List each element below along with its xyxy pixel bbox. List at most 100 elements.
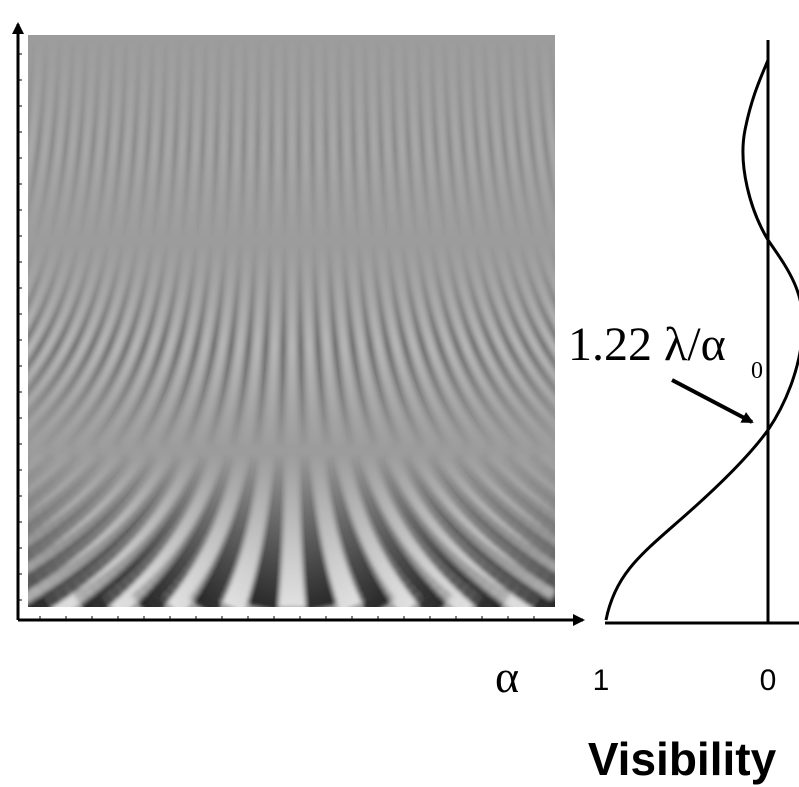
dark-fringe bbox=[547, 157, 548, 163]
dark-fringe bbox=[389, 253, 390, 259]
dark-fringe bbox=[252, 463, 253, 469]
dark-fringe bbox=[184, 211, 185, 217]
light-fringe bbox=[517, 307, 519, 313]
dark-fringe bbox=[398, 313, 399, 319]
light-fringe bbox=[366, 373, 367, 379]
light-fringe bbox=[340, 307, 341, 313]
dark-fringe bbox=[237, 421, 238, 427]
light-fringe bbox=[561, 385, 566, 391]
light-fringe bbox=[8, 199, 9, 205]
light-fringe bbox=[197, 373, 199, 379]
dark-fringe bbox=[573, 535, 583, 541]
light-fringe bbox=[28, 163, 29, 169]
dark-fringe bbox=[22, 391, 27, 397]
light-fringe bbox=[323, 499, 324, 505]
dark-fringe bbox=[83, 277, 85, 283]
dark-fringe bbox=[555, 109, 556, 115]
dark-fringe bbox=[441, 349, 443, 355]
dark-fringe bbox=[209, 589, 212, 595]
light-fringe bbox=[192, 391, 194, 397]
light-fringe bbox=[563, 211, 564, 217]
light-fringe bbox=[330, 385, 331, 391]
light-fringe bbox=[150, 349, 152, 355]
dark-fringe bbox=[510, 379, 514, 385]
dark-fringe bbox=[413, 211, 414, 217]
dark-fringe bbox=[24, 145, 25, 151]
dark-fringe bbox=[564, 175, 565, 181]
light-fringe bbox=[462, 199, 463, 205]
dark-fringe bbox=[428, 541, 433, 547]
light-fringe bbox=[421, 307, 422, 313]
dark-fringe bbox=[169, 217, 170, 223]
light-fringe bbox=[419, 199, 420, 205]
dark-fringe bbox=[53, 133, 54, 139]
light-fringe bbox=[102, 337, 104, 343]
light-fringe bbox=[81, 259, 83, 265]
light-fringe bbox=[3, 379, 8, 385]
dark-fringe bbox=[444, 559, 450, 565]
light-fringe bbox=[500, 253, 501, 259]
light-fringe bbox=[449, 391, 452, 397]
dark-fringe bbox=[22, 601, 33, 607]
light-fringe bbox=[79, 265, 81, 271]
dark-fringe bbox=[565, 247, 567, 253]
light-fringe bbox=[228, 301, 229, 307]
dark-fringe bbox=[35, 349, 39, 355]
dark-fringe bbox=[315, 571, 316, 577]
dark-fringe bbox=[418, 247, 419, 253]
dark-fringe bbox=[381, 313, 382, 319]
dark-fringe bbox=[181, 331, 182, 337]
light-fringe bbox=[140, 415, 143, 421]
dark-fringe bbox=[166, 523, 170, 529]
dark-fringe bbox=[177, 349, 179, 355]
dark-fringe bbox=[434, 379, 436, 385]
dark-fringe bbox=[496, 355, 499, 361]
dark-fringe bbox=[522, 175, 523, 181]
light-fringe bbox=[415, 349, 417, 355]
light-fringe bbox=[244, 439, 245, 445]
dark-fringe bbox=[37, 229, 38, 235]
dark-fringe bbox=[128, 283, 129, 289]
dark-fringe bbox=[308, 511, 309, 517]
dark-fringe bbox=[486, 217, 487, 223]
dark-fringe bbox=[442, 397, 445, 403]
light-fringe bbox=[212, 301, 213, 307]
dark-fringe bbox=[348, 307, 349, 313]
light-fringe bbox=[487, 313, 489, 319]
dark-fringe bbox=[95, 229, 96, 235]
light-fringe bbox=[370, 391, 371, 397]
dark-fringe bbox=[441, 205, 442, 211]
light-fringe bbox=[450, 349, 452, 355]
light-fringe bbox=[361, 343, 362, 349]
light-fringe bbox=[541, 163, 542, 169]
light-fringe bbox=[500, 169, 501, 175]
dark-fringe bbox=[414, 217, 415, 223]
light-fringe bbox=[197, 439, 199, 445]
light-fringe bbox=[0, 469, 2, 475]
dark-fringe bbox=[314, 559, 315, 565]
dark-fringe bbox=[479, 259, 480, 265]
light-fringe bbox=[522, 115, 523, 121]
light-fringe bbox=[163, 205, 164, 211]
light-fringe bbox=[93, 421, 97, 427]
light-fringe bbox=[427, 331, 429, 337]
light-fringe bbox=[357, 421, 358, 427]
light-fringe bbox=[126, 439, 130, 445]
dark-fringe bbox=[568, 103, 569, 109]
dark-fringe bbox=[55, 115, 56, 121]
dark-fringe bbox=[238, 523, 240, 529]
dark-fringe bbox=[342, 397, 343, 403]
dark-fringe bbox=[73, 193, 74, 199]
light-fringe bbox=[374, 319, 375, 325]
dark-fringe bbox=[245, 367, 246, 373]
light-fringe bbox=[61, 379, 65, 385]
light-fringe bbox=[341, 577, 343, 583]
dark-fringe bbox=[554, 199, 555, 205]
dark-fringe bbox=[516, 223, 517, 229]
light-fringe bbox=[11, 181, 12, 187]
dark-fringe bbox=[13, 121, 14, 127]
light-fringe bbox=[106, 205, 107, 211]
dark-fringe bbox=[9, 223, 11, 229]
dark-fringe bbox=[60, 187, 61, 193]
light-fringe bbox=[130, 307, 132, 313]
